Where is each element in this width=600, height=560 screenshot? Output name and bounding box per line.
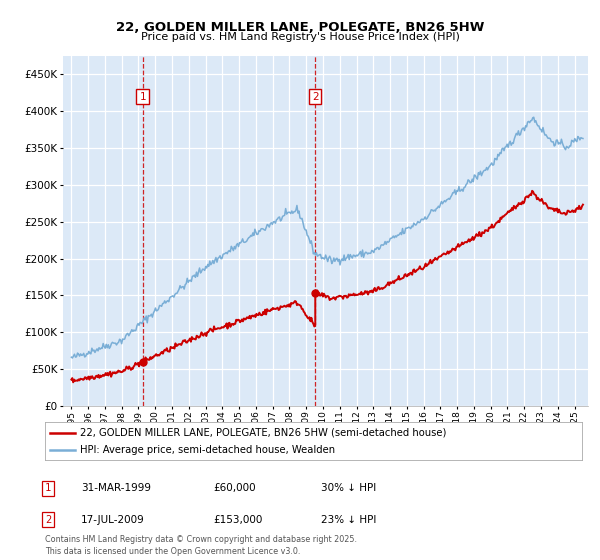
Text: 31-MAR-1999: 31-MAR-1999 [81,483,151,493]
Text: £153,000: £153,000 [213,515,262,525]
Text: 2: 2 [45,515,51,525]
Text: 23% ↓ HPI: 23% ↓ HPI [321,515,376,525]
Text: Price paid vs. HM Land Registry's House Price Index (HPI): Price paid vs. HM Land Registry's House … [140,32,460,42]
Text: 1: 1 [45,483,51,493]
Text: 22, GOLDEN MILLER LANE, POLEGATE, BN26 5HW: 22, GOLDEN MILLER LANE, POLEGATE, BN26 5… [116,21,484,34]
Text: £60,000: £60,000 [213,483,256,493]
Text: 2: 2 [312,91,319,101]
Text: 17-JUL-2009: 17-JUL-2009 [81,515,145,525]
Text: 22, GOLDEN MILLER LANE, POLEGATE, BN26 5HW (semi-detached house): 22, GOLDEN MILLER LANE, POLEGATE, BN26 5… [80,427,446,437]
Text: HPI: Average price, semi-detached house, Wealden: HPI: Average price, semi-detached house,… [80,445,335,455]
Text: 1: 1 [139,91,146,101]
Text: 30% ↓ HPI: 30% ↓ HPI [321,483,376,493]
Text: Contains HM Land Registry data © Crown copyright and database right 2025.
This d: Contains HM Land Registry data © Crown c… [45,535,357,556]
